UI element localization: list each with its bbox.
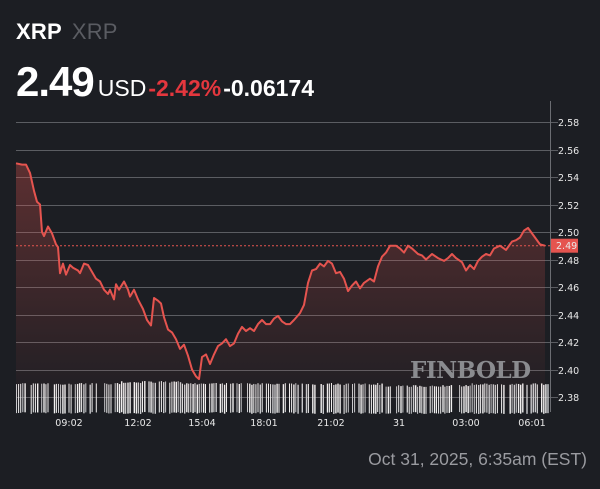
finbold-watermark: FINBOLD <box>410 357 531 384</box>
asset-symbol-header: XRP XRP <box>16 19 118 45</box>
svg-text:21:02: 21:02 <box>317 418 344 429</box>
svg-text:2.40: 2.40 <box>558 366 579 377</box>
svg-text:2.46: 2.46 <box>558 283 579 294</box>
svg-text:18:01: 18:01 <box>250 418 277 429</box>
svg-text:2.44: 2.44 <box>558 311 579 322</box>
currency-label: USD <box>97 75 147 101</box>
svg-text:2.54: 2.54 <box>558 173 579 184</box>
svg-text:06:01: 06:01 <box>518 418 545 429</box>
price-line <box>15 162 546 381</box>
svg-text:12:02: 12:02 <box>124 418 151 429</box>
price-chart: 2.58 2.56 2.54 2.52 2.50 2.48 2.46 2.44 2.42 2.40… <box>15 101 579 429</box>
change-percent: -2.42% <box>148 75 222 101</box>
price-area-fill <box>16 163 545 412</box>
svg-text:15:04: 15:04 <box>188 418 215 429</box>
svg-text:2.42: 2.42 <box>558 338 579 349</box>
asset-ticker: XRP <box>71 19 118 44</box>
svg-text:2.48: 2.48 <box>558 256 579 267</box>
svg-text:2.58: 2.58 <box>558 118 579 129</box>
price-tag: 2.49 <box>551 238 578 253</box>
price-tag-label: 2.49 <box>556 241 577 252</box>
current-price: 2.49 <box>16 58 95 105</box>
svg-text:31: 31 <box>393 418 405 429</box>
timestamp: Oct 31, 2025, 6:35am (EST) <box>368 449 587 469</box>
asset-symbol: XRP <box>16 19 62 44</box>
price-row: 2.49 USD -2.42% -0.06174 <box>16 58 314 106</box>
svg-text:03:00: 03:00 <box>452 418 479 429</box>
svg-text:2.52: 2.52 <box>558 201 579 212</box>
y-axis-labels: 2.58 2.56 2.54 2.52 2.50 2.48 2.46 2.44 2.42 2.40… <box>558 118 579 404</box>
x-axis-labels: 09:02 12:02 15:04 18:01 21:02 31 03:00 06:01 <box>55 418 545 429</box>
svg-text:2.50: 2.50 <box>558 228 579 239</box>
change-absolute: -0.06174 <box>223 75 314 101</box>
svg-text:09:02: 09:02 <box>55 418 82 429</box>
svg-text:2.38: 2.38 <box>558 393 579 404</box>
svg-text:2.56: 2.56 <box>558 146 579 157</box>
